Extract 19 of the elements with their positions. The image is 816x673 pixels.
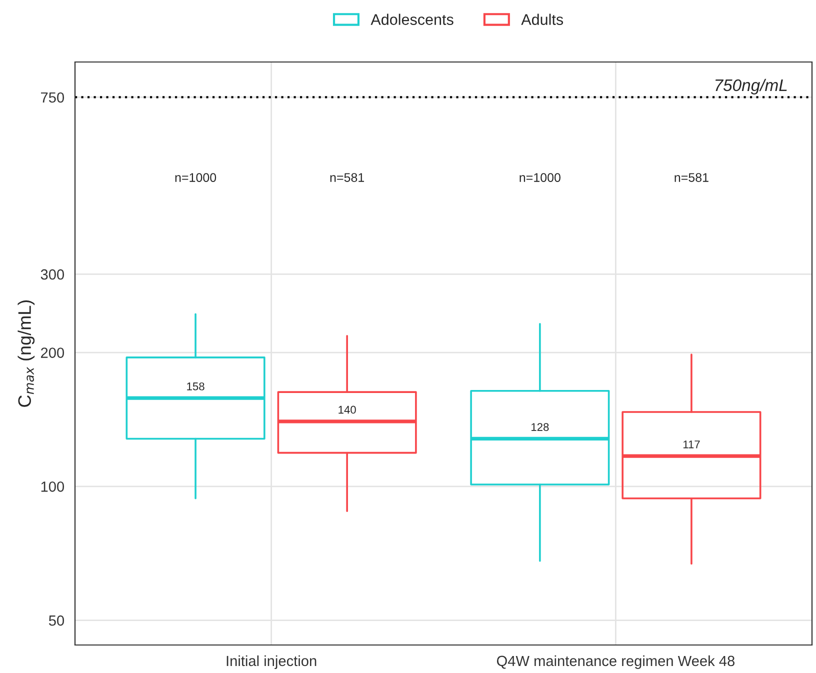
- annotation: n=581: [330, 173, 364, 182]
- ref-line-label: 750ng/mL: [715, 78, 787, 94]
- text: 117: [683, 440, 700, 448]
- y-tick-label: 100: [41, 482, 64, 492]
- text: 128: [532, 423, 549, 431]
- annotation: n=1000: [175, 173, 216, 182]
- y-tick-label: 750: [41, 92, 64, 103]
- legend-label: Adults: [521, 14, 564, 25]
- y-tick-label: 50: [48, 615, 64, 626]
- x-tick-label: Initial injection: [226, 655, 316, 670]
- annotation: n=581: [674, 173, 708, 182]
- x-tick-label: Q4W maintenance regimen Week 48: [496, 655, 734, 670]
- legend-label: Adolescents: [370, 14, 454, 25]
- text: 158: [187, 382, 204, 390]
- text: 140: [338, 406, 356, 414]
- annotation: n=1000: [520, 173, 560, 182]
- y-axis-title: C$_{max}$ (ng/mL): [18, 300, 35, 407]
- y-tick-label: 300: [40, 269, 64, 280]
- y-tick-label: 200: [40, 348, 64, 358]
